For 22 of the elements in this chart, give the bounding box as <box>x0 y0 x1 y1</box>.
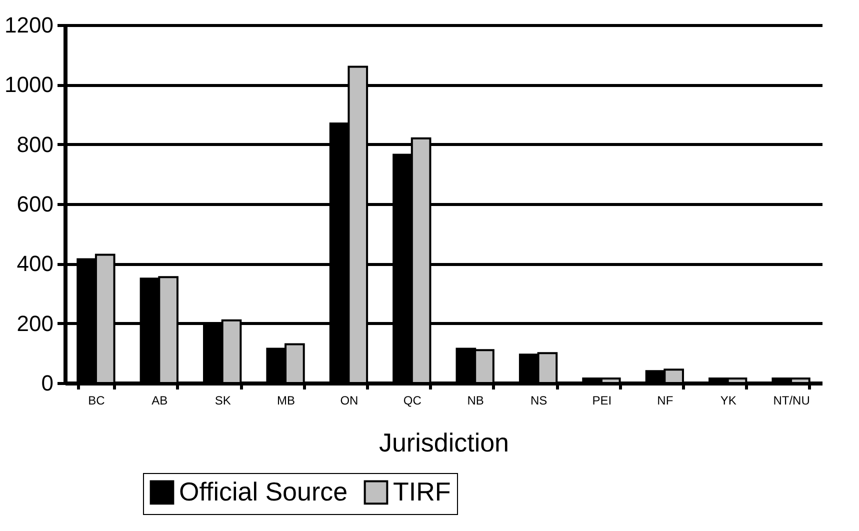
y-tick-label: 200 <box>16 310 54 336</box>
x-tick-label: PEI <box>592 394 612 408</box>
y-tick-label: 600 <box>16 192 54 216</box>
x-tick-label: SK <box>214 394 231 408</box>
y-tick-label: 1200 <box>4 12 54 38</box>
y-tick-label: 0 <box>41 370 54 396</box>
y-tick-label: 400 <box>16 251 54 276</box>
x-axis-title: Jurisdiction <box>378 428 510 458</box>
y-tick-label: 800 <box>16 132 54 157</box>
x-tick-label: YK <box>720 394 736 408</box>
y-tick-label: 1000 <box>4 72 54 98</box>
legend-label: TIRF <box>393 476 451 506</box>
legend-label: Official Source <box>179 476 348 506</box>
x-tick-label: AB <box>152 394 168 408</box>
x-tick-label: NF <box>657 394 674 408</box>
x-tick-label: BC <box>88 394 106 408</box>
x-tick-label: ON <box>340 394 358 408</box>
x-tick-label: NB <box>467 394 484 408</box>
x-tick-label: MB <box>277 394 296 408</box>
x-tick-label: NS <box>530 394 548 408</box>
x-tick-label: QC <box>403 394 422 408</box>
x-tick-label: NT/NU <box>773 394 810 408</box>
